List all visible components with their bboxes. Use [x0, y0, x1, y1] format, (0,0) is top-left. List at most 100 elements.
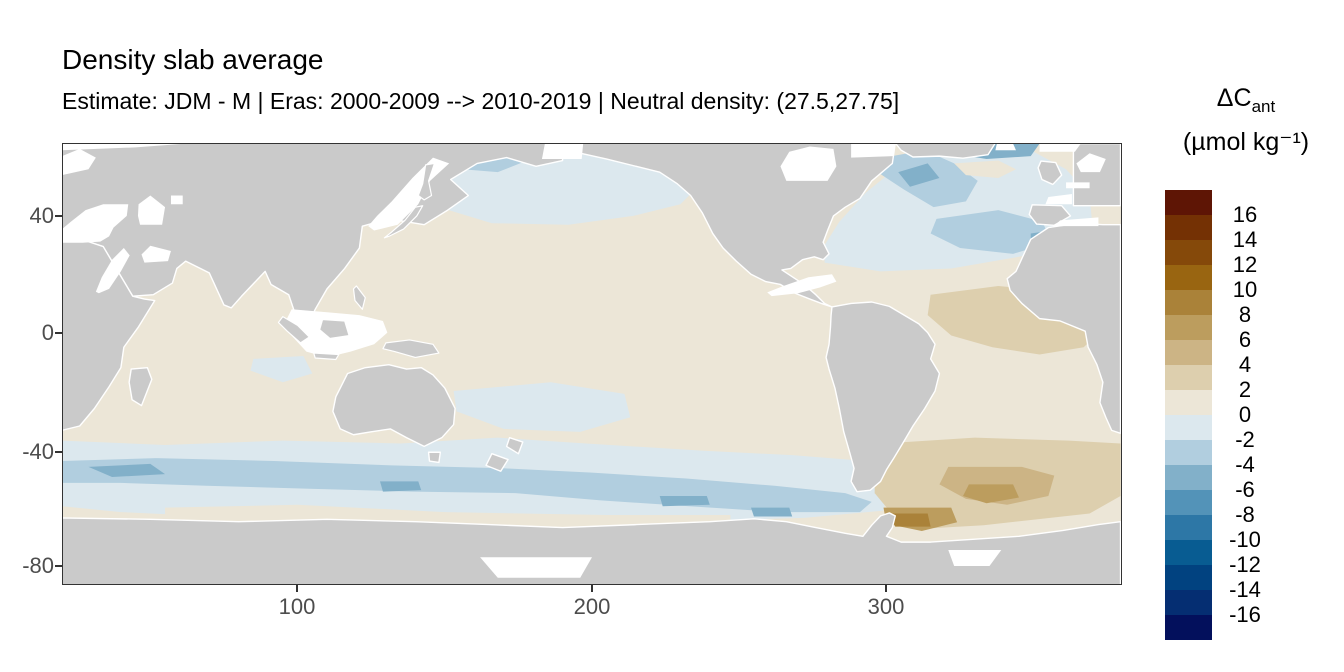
nodata-hudson-bay	[780, 146, 837, 181]
colorbar-labels: 16 14 12 10 8 6 4 2 0 -2 -4 -6 -8 -10 -1…	[1212, 190, 1278, 640]
region-so-dark-spot-1	[88, 463, 166, 478]
y-tick-label-40: 40	[29, 203, 54, 228]
region-south-atlantic-darktan-1	[963, 484, 1019, 504]
colorbar-label: -8	[1235, 502, 1255, 527]
land-new-guinea	[383, 340, 439, 358]
nodata-caspian	[137, 195, 166, 225]
page-title: Density slab average	[62, 44, 324, 75]
colorbar-swatch	[1165, 465, 1212, 490]
nodata-west-mediterranean	[1054, 217, 1099, 227]
region-so-dark-spot-3	[659, 496, 710, 507]
land-sakhalin	[418, 163, 434, 199]
land-borneo	[320, 320, 349, 339]
colorbar-label: 4	[1238, 352, 1252, 377]
colorbar-label: -4	[1235, 452, 1255, 477]
y-tick-label-n80: -80	[22, 553, 54, 578]
region-so-dark-spot-2	[380, 481, 422, 492]
panel-border	[62, 143, 1122, 585]
colorbar-label: 6	[1238, 327, 1252, 352]
y-tick-mark	[55, 215, 62, 217]
colorbar-swatch	[1165, 215, 1212, 240]
nodata-north-sea	[1076, 153, 1106, 173]
nodata-channel	[1066, 182, 1090, 189]
y-tick-mark	[55, 565, 62, 567]
x-tick-mark	[885, 585, 887, 592]
colorbar-label: 14	[1232, 227, 1258, 252]
colorbar-swatch	[1165, 240, 1212, 265]
land-tasmania	[429, 452, 441, 462]
colorbar-swatch	[1165, 415, 1212, 440]
x-tick-label-100: 100	[278, 594, 316, 619]
region-greenland-beige	[954, 160, 1016, 179]
nodata-layer	[62, 143, 1106, 578]
x-tick-mark	[591, 585, 593, 592]
y-tick-mark	[55, 451, 62, 453]
nodata-mediterranean-black-sea	[62, 204, 129, 243]
region-natl-dark-spot	[898, 163, 940, 187]
land-north-america	[568, 143, 895, 307]
colorbar-label: -6	[1235, 477, 1255, 502]
nodata-red-sea	[95, 248, 130, 294]
legend-title-main: ΔC	[1216, 84, 1252, 112]
land-greenland	[895, 143, 995, 158]
land-nz-north	[507, 438, 523, 454]
region-south-indian-light-spot	[250, 355, 313, 383]
nodata-iceland	[995, 143, 1016, 151]
nodata-baffin-bay	[851, 143, 896, 158]
colorbar-label: -16	[1229, 602, 1261, 627]
colorbar	[1165, 190, 1212, 640]
nodata-biscay	[1045, 194, 1072, 205]
colorbar-swatch	[1165, 615, 1212, 640]
colorbar-label: 10	[1232, 277, 1258, 302]
colorbar-swatch	[1165, 440, 1212, 465]
x-tick-label-200: 200	[573, 594, 611, 619]
y-tick-label-0: 0	[41, 320, 54, 345]
land-java	[314, 353, 339, 359]
colorbar-swatch	[1165, 190, 1212, 215]
land-nz-south	[486, 454, 508, 472]
colorbar-label: -14	[1229, 577, 1261, 602]
nodata-arctic-west	[62, 143, 186, 151]
legend-title: ΔCant	[1150, 84, 1342, 117]
world-map	[62, 143, 1122, 585]
colorbar-label: 0	[1238, 402, 1252, 427]
nodata-ross-shelf	[480, 557, 592, 578]
colorbar-swatch	[1165, 265, 1212, 290]
legend-title-sub: ant	[1251, 97, 1276, 116]
land-layer	[62, 143, 1121, 585]
colorbar-swatch	[1165, 315, 1212, 340]
colorbar-label: 8	[1238, 302, 1252, 327]
land-australia	[333, 365, 455, 447]
map-panel	[62, 143, 1122, 585]
plot-subtitle: Estimate: JDM - M | Eras: 2000-2009 --> …	[62, 88, 900, 114]
land-madagascar	[129, 368, 152, 406]
nodata-persian-gulf	[141, 245, 171, 263]
x-tick-mark	[296, 585, 298, 592]
nodata-norwegian-sea	[1039, 143, 1081, 152]
land-iberia	[1029, 205, 1070, 225]
land-japan	[384, 206, 422, 238]
region-weddell-darkest-spot	[889, 513, 931, 527]
colorbar-label: -12	[1229, 552, 1261, 577]
y-tick-label-n40: -40	[22, 439, 54, 464]
land-south-america	[826, 302, 939, 492]
nodata-baltic	[62, 148, 96, 176]
colorbar-label: 2	[1238, 377, 1252, 402]
colorbar-label: 16	[1232, 202, 1258, 227]
nodata-bering-strait	[541, 143, 584, 160]
island-layer	[278, 163, 438, 359]
colorbar-swatch	[1165, 540, 1212, 565]
colorbar-label: -2	[1235, 427, 1255, 452]
colorbar-swatch	[1165, 490, 1212, 515]
colorbar-swatch	[1165, 340, 1212, 365]
nodata-aral	[170, 195, 183, 205]
y-tick-mark	[55, 332, 62, 334]
colorbar-swatch	[1165, 565, 1212, 590]
colorbar-swatch	[1165, 515, 1212, 540]
colorbar-swatch	[1165, 365, 1212, 390]
region-antarctic-coast-beige	[165, 504, 731, 527]
nodata-weddell-shelf	[948, 549, 1002, 567]
x-tick-label-300: 300	[867, 594, 905, 619]
colorbar-swatch	[1165, 590, 1212, 615]
